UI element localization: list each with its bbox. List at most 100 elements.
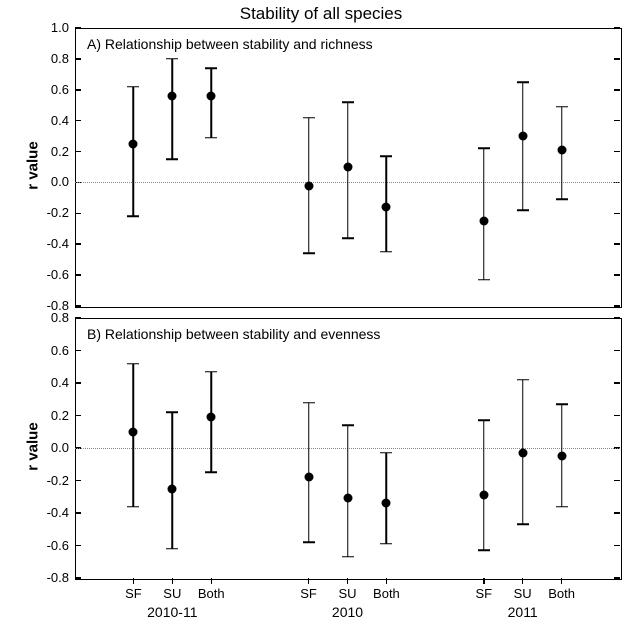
error-cap xyxy=(478,279,490,281)
y-tick xyxy=(614,545,620,547)
y-tick-label: -0.6 xyxy=(29,267,69,282)
error-bar xyxy=(483,420,485,550)
panel-b xyxy=(75,318,622,580)
data-point xyxy=(382,203,391,212)
y-tick-label: 0.4 xyxy=(29,113,69,128)
y-tick-label: -0.2 xyxy=(29,473,69,488)
y-tick xyxy=(614,58,620,60)
error-cap xyxy=(478,420,490,422)
y-tick xyxy=(75,545,81,547)
x-tick-label: Both xyxy=(548,586,575,601)
y-tick xyxy=(614,415,620,417)
error-bar xyxy=(172,412,174,549)
error-cap xyxy=(127,506,139,508)
x-tick-label: Both xyxy=(373,586,400,601)
x-tick xyxy=(386,578,388,584)
error-cap xyxy=(556,199,568,201)
y-tick-label: 0.2 xyxy=(29,408,69,423)
data-point xyxy=(304,181,313,190)
y-tick xyxy=(75,317,81,319)
y-tick xyxy=(75,577,81,579)
y-tick xyxy=(75,512,81,514)
data-point xyxy=(129,139,138,148)
error-cap xyxy=(556,403,568,405)
y-tick xyxy=(614,512,620,514)
data-point xyxy=(557,146,566,155)
y-tick xyxy=(75,89,81,91)
error-cap xyxy=(205,67,217,69)
panel-a-label: A) Relationship between stability and ri… xyxy=(87,36,373,52)
error-cap xyxy=(517,209,529,211)
error-cap xyxy=(166,412,178,414)
data-point xyxy=(518,132,527,141)
error-cap xyxy=(303,253,315,255)
x-tick xyxy=(347,578,349,584)
data-point xyxy=(207,91,216,100)
y-tick xyxy=(614,480,620,482)
x-tick-label: SF xyxy=(300,586,317,601)
error-bar xyxy=(347,425,349,557)
error-cap xyxy=(205,472,217,474)
x-tick-label: SU xyxy=(514,586,532,601)
error-cap xyxy=(166,548,178,550)
error-cap xyxy=(478,148,490,150)
y-tick-label: 0.4 xyxy=(29,375,69,390)
error-cap xyxy=(342,237,354,239)
error-cap xyxy=(166,159,178,161)
y-tick xyxy=(75,27,81,29)
x-tick xyxy=(483,578,485,584)
data-point xyxy=(518,448,527,457)
error-bar xyxy=(211,372,213,473)
x-tick-label: SU xyxy=(163,586,181,601)
y-tick xyxy=(75,58,81,60)
x-group-label: 2010-11 xyxy=(147,604,197,620)
data-point xyxy=(382,499,391,508)
y-tick xyxy=(614,274,620,276)
error-cap xyxy=(342,425,354,427)
error-bar xyxy=(172,59,174,159)
error-cap xyxy=(517,524,529,526)
error-cap xyxy=(342,101,354,103)
y-tick-label: -0.8 xyxy=(29,570,69,585)
y-tick xyxy=(75,120,81,122)
data-point xyxy=(343,494,352,503)
error-cap xyxy=(127,86,139,88)
y-tick xyxy=(614,317,620,319)
x-tick-label: SF xyxy=(475,586,492,601)
y-tick xyxy=(75,151,81,153)
error-cap xyxy=(478,550,490,552)
panel-b-label: B) Relationship between stability and ev… xyxy=(87,326,380,342)
data-point xyxy=(129,427,138,436)
x-tick xyxy=(172,578,174,584)
error-bar xyxy=(133,87,135,217)
error-cap xyxy=(380,543,392,545)
data-point xyxy=(479,217,488,226)
y-tick xyxy=(75,480,81,482)
x-group-label: 2011 xyxy=(508,604,538,620)
y-tick xyxy=(614,382,620,384)
figure: Stability of all species A) Relationship… xyxy=(0,0,642,631)
x-tick-label: SU xyxy=(338,586,356,601)
y-tick-label: 0.8 xyxy=(29,310,69,325)
y-tick xyxy=(614,577,620,579)
x-tick xyxy=(308,578,310,584)
y-tick xyxy=(614,89,620,91)
data-point xyxy=(168,91,177,100)
y-tick xyxy=(614,305,620,307)
data-point xyxy=(207,413,216,422)
y-tick xyxy=(75,350,81,352)
y-tick xyxy=(75,243,81,245)
x-tick-label: SF xyxy=(125,586,142,601)
data-point xyxy=(557,452,566,461)
error-cap xyxy=(556,106,568,108)
error-cap xyxy=(380,251,392,253)
y-tick-label: -0.6 xyxy=(29,538,69,553)
y-tick xyxy=(75,305,81,307)
x-tick xyxy=(522,578,524,584)
error-cap xyxy=(303,542,315,544)
error-cap xyxy=(556,506,568,508)
y-tick-label: 0.0 xyxy=(29,440,69,455)
y-tick xyxy=(75,382,81,384)
error-cap xyxy=(380,452,392,454)
error-cap xyxy=(517,81,529,83)
